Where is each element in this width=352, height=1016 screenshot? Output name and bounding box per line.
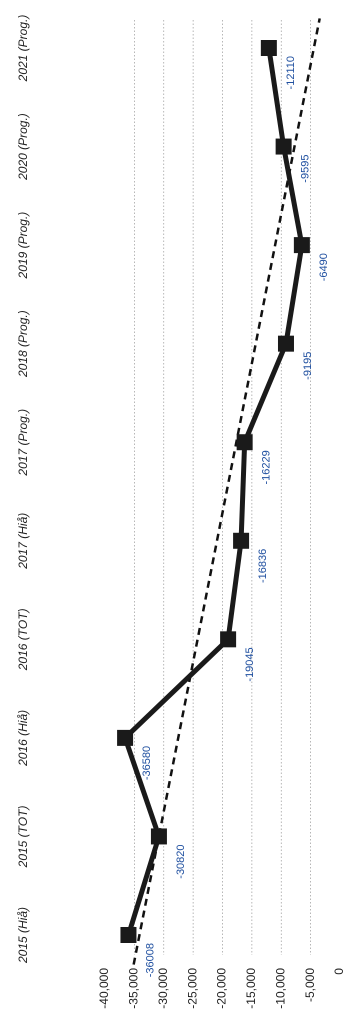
y-tick-label: -15,000 [244,968,258,1009]
value-label: -16229 [261,450,273,484]
x-tick-label: 2017 (Hiå) [16,513,30,570]
y-tick-label: -35,000 [127,968,141,1009]
y-tick-label: 0 [332,968,346,975]
x-tick-label: 2016 (TOT) [16,608,30,671]
x-tick-label: 2020 (Prog.) [16,113,30,181]
marker [150,828,167,845]
x-tick-label: 2016 (Hiå) [16,710,30,767]
y-tick-label: -10,000 [273,968,287,1009]
value-label: -36580 [141,746,153,780]
x-tick-label: 2021 (Prog.) [16,15,30,83]
trendline [132,18,321,965]
x-tick-label: 2015 (Hiå) [16,907,30,964]
marker [233,532,250,549]
marker [220,631,237,648]
marker [275,138,292,155]
y-tick-label: -20,000 [215,968,229,1009]
marker [236,434,253,451]
y-tick-label: -30,000 [156,968,170,1009]
marker [260,40,277,56]
x-tick-label: 2015 (TOT) [16,806,30,869]
value-label: -9195 [302,352,314,380]
marker [120,927,137,943]
marker [117,729,134,746]
value-label: -9595 [300,155,312,183]
y-tick-label: -40,000 [97,968,111,1009]
x-tick-label: 2019 (Prog.) [16,212,30,280]
value-label: -6490 [318,253,330,281]
marker [293,237,310,254]
series-line [122,47,305,936]
value-label: -36008 [144,943,156,977]
value-label: -16836 [257,549,269,583]
value-label: -12110 [285,56,297,89]
x-tick-label: 2017 (Prog.) [16,409,30,477]
y-tick-label: -5,000 [303,968,317,1002]
marker [277,335,294,352]
y-tick-label: -25,000 [185,968,199,1009]
x-tick-label: 2018 (Prog.) [16,310,30,378]
value-label: -30820 [175,844,187,878]
value-label: -19045 [244,647,256,681]
